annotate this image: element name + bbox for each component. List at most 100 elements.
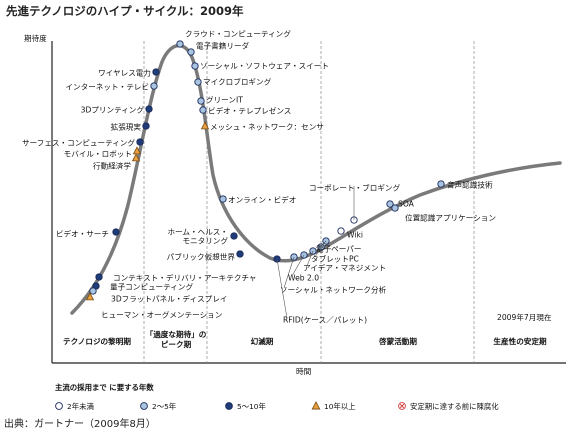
legend-title: 主流の採用まで に要する年数 [55, 383, 154, 392]
legend-label: 5～10年 [237, 402, 266, 411]
data-point: 3Dフラットパネル・ディスプレイ [89, 287, 227, 304]
marker-y2to5 [191, 62, 199, 70]
marker-y2to5 [176, 40, 184, 48]
data-point: 行動経済学 [93, 153, 141, 171]
point-label: ソーシャル・ネットワーク分析 [280, 285, 387, 295]
legend-item: 2年未満 [55, 402, 94, 411]
data-point: サーフェス・コンピューティング [22, 138, 144, 148]
marker-y5to10 [145, 105, 153, 113]
marker-y5to10 [152, 68, 160, 76]
point-label: メッシュ・ネットワーク：センサ [210, 123, 324, 132]
point-label: パブリック仮想世界 [167, 252, 236, 262]
point-label: ホーム・ヘルス・モニタリング [167, 228, 228, 246]
data-point: ホーム・ヘルス・モニタリング [167, 228, 238, 246]
marker-y5to10 [95, 273, 103, 281]
marker-y5to10 [230, 232, 238, 240]
data-point: アイデア・マネジメント [303, 247, 386, 273]
point-label: RFID(ケース／パレット) [283, 316, 367, 325]
marker-y2to5 [150, 82, 158, 90]
data-point: インターネット・テレビ [65, 82, 158, 92]
phase-label: 生産性の安定期 [493, 336, 547, 346]
data-point: ソーシャル・ソフトウェア・スイート [191, 62, 329, 71]
data-point: コーポレート・ブロギング [309, 183, 401, 224]
marker-y2to5 [140, 402, 148, 410]
legend: 主流の採用まで に要する年数 2年未満 2～5年 5～10年 10年以上 安定期に達する… [55, 383, 499, 411]
hype-curve [70, 43, 562, 315]
data-point: 拡張現実 [111, 122, 150, 132]
marker-y2to5 [89, 287, 97, 295]
data-point: 電子書籍リーダ [187, 41, 250, 56]
data-point: モバイル・ロボット [64, 146, 142, 159]
point-label: 電子ペーパー [316, 245, 362, 254]
data-point: タブレットPC [311, 243, 359, 264]
marker-y2to5 [187, 48, 195, 56]
marker-y2to5 [199, 106, 207, 114]
phase-labels: テクノロジの黎明期 「過度な期待」のピーク期 幻滅期 啓蒙活動期 生産性の安定期 [63, 329, 547, 349]
marker-y2to5 [194, 78, 202, 86]
point-label: インターネット・テレビ [65, 83, 149, 92]
point-label: モバイル・ロボット [64, 150, 132, 159]
point-label: ヒューマン・オーグメンテーション [101, 310, 222, 320]
marker-y2to5 [219, 195, 227, 203]
data-point: クラウド・コンピューティング [176, 29, 291, 48]
marker-y2to5 [197, 97, 205, 105]
marker-gt10 [131, 153, 141, 162]
data-point: メッシュ・ネットワーク：センサ [200, 121, 324, 132]
data-point: 音声認識技術 [437, 180, 493, 190]
point-label: アイデア・マネジメント [303, 263, 386, 273]
data-point: パブリック仮想世界 [167, 250, 244, 262]
marker-lt2 [55, 402, 63, 410]
point-label: ソーシャル・ソフトウェア・スイート [200, 62, 329, 71]
data-point: マイクロブロギング [194, 77, 272, 87]
data-point: 位置認識アプリケーション [391, 204, 496, 223]
data-point: Wiki [337, 227, 363, 240]
page-title: 先進テクノロジのハイプ・サイクル：2009年 [6, 4, 244, 18]
point-label: ビデオ・テレプレゼンス [208, 106, 291, 116]
data-point: RFID(ケース／パレット) [273, 255, 367, 325]
point-label: グリーンIT [206, 95, 243, 105]
phase-label: 「過度な期待」のピーク期 [146, 329, 207, 349]
point-label: タブレットPC [311, 254, 359, 264]
data-point: 電子ペーパー [316, 237, 362, 254]
point-label: 3Dフラットパネル・ディスプレイ [111, 294, 227, 304]
marker-y5to10 [225, 402, 233, 410]
point-label: 音声認識技術 [447, 180, 493, 190]
data-point: ワイヤレス電力 [98, 68, 160, 78]
point-label: Web 2.0 [288, 274, 319, 283]
phase-label: テクノロジの黎明期 [63, 336, 131, 346]
data-point: コンテキスト・デリバリ・アーキテクチャ [95, 273, 257, 283]
legend-item: 安定期に達する前に陳腐化 [398, 402, 499, 411]
legend-item: 5～10年 [225, 402, 266, 411]
point-label: ビデオ・サーチ [56, 229, 109, 239]
point-label: Wiki [347, 231, 363, 240]
legend-label: 10年以上 [324, 402, 356, 411]
marker-gt10 [85, 292, 95, 301]
point-label: 行動経済学 [93, 161, 131, 171]
point-label: 電子書籍リーダ [196, 41, 250, 51]
phase-label: 啓蒙活動期 [379, 336, 417, 346]
x-axis-label: 時間 [296, 367, 311, 376]
data-points: クラウド・コンピューティング電子書籍リーダソーシャル・ソフトウェア・スイートマイ… [22, 29, 496, 325]
legend-item: 10年以上 [311, 401, 356, 411]
point-label: マイクロブロギング [203, 77, 272, 87]
marker-obsolete [398, 402, 406, 410]
data-point: グリーンIT [197, 95, 243, 105]
point-label: クラウド・コンピューティング [185, 29, 291, 39]
data-point: オンライン・ビデオ [219, 195, 296, 205]
data-point: 3Dプリンティング [81, 105, 153, 115]
point-label: ワイヤレス電力 [98, 68, 151, 78]
data-point: ヒューマン・オーグメンテーション [85, 292, 222, 320]
marker-gt10 [132, 146, 142, 155]
legend-item: 2～5年 [140, 402, 177, 411]
point-label: SOA [398, 200, 415, 209]
point-label: サーフェス・コンピューティング [22, 138, 135, 148]
data-point: SOA [386, 200, 415, 209]
marker-y5to10 [112, 228, 120, 236]
date-note: 2009年7月現在 [497, 312, 552, 322]
point-label: 3Dプリンティング [81, 105, 145, 115]
source-note: 出典：ガートナー（2009年8月） [4, 419, 156, 430]
y-axis-label: 期待度 [24, 33, 47, 43]
point-label: 量子コンピューティング [110, 282, 193, 292]
marker-gt10 [200, 121, 210, 130]
